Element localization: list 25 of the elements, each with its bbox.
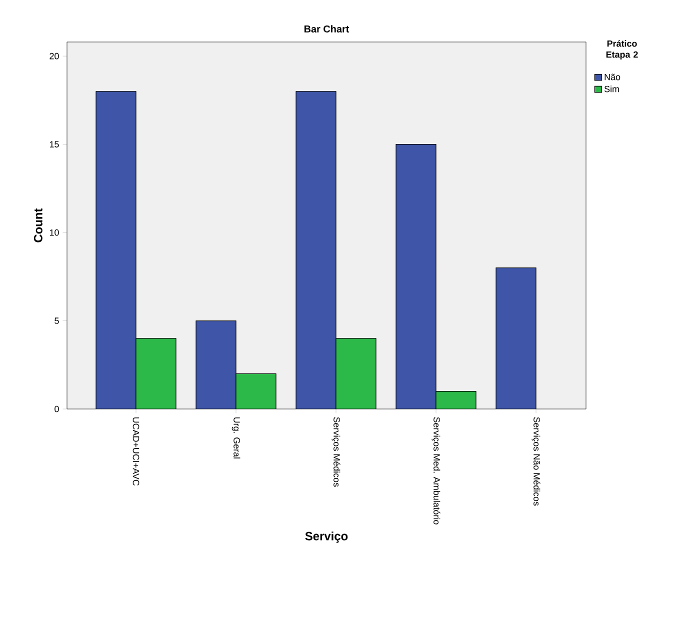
y-tick-label: 15 xyxy=(50,141,59,148)
bar xyxy=(336,338,376,409)
x-tick-label: Serviços Médicos xyxy=(332,417,340,487)
x-tick-label: Serviços Med. Ambulatório xyxy=(432,417,440,524)
x-tick-label: Urg. Geral xyxy=(232,417,240,458)
bar xyxy=(236,374,276,409)
bar xyxy=(436,391,476,409)
y-tick-label: 0 xyxy=(54,406,59,412)
x-tick-label: UCAD+UCI+AVC xyxy=(132,417,140,486)
legend-label: Não xyxy=(604,74,620,80)
bar xyxy=(296,91,336,409)
bar xyxy=(96,91,136,409)
legend-label: Sim xyxy=(604,86,619,92)
y-tick-label: 10 xyxy=(50,229,59,236)
y-tick-label: 5 xyxy=(54,318,59,324)
bar xyxy=(396,144,436,409)
legend-title: Prático Etapa 2 xyxy=(606,40,638,60)
bar xyxy=(496,268,536,409)
y-tick-label: 20 xyxy=(50,52,59,60)
chart-title: Bar Chart xyxy=(304,25,350,32)
x-tick-label: Serviços Não Médicos xyxy=(532,417,540,506)
x-axis-title: Serviço xyxy=(305,532,348,543)
bar xyxy=(136,338,176,409)
bar xyxy=(196,320,236,409)
y-axis-title: Count xyxy=(34,208,42,242)
